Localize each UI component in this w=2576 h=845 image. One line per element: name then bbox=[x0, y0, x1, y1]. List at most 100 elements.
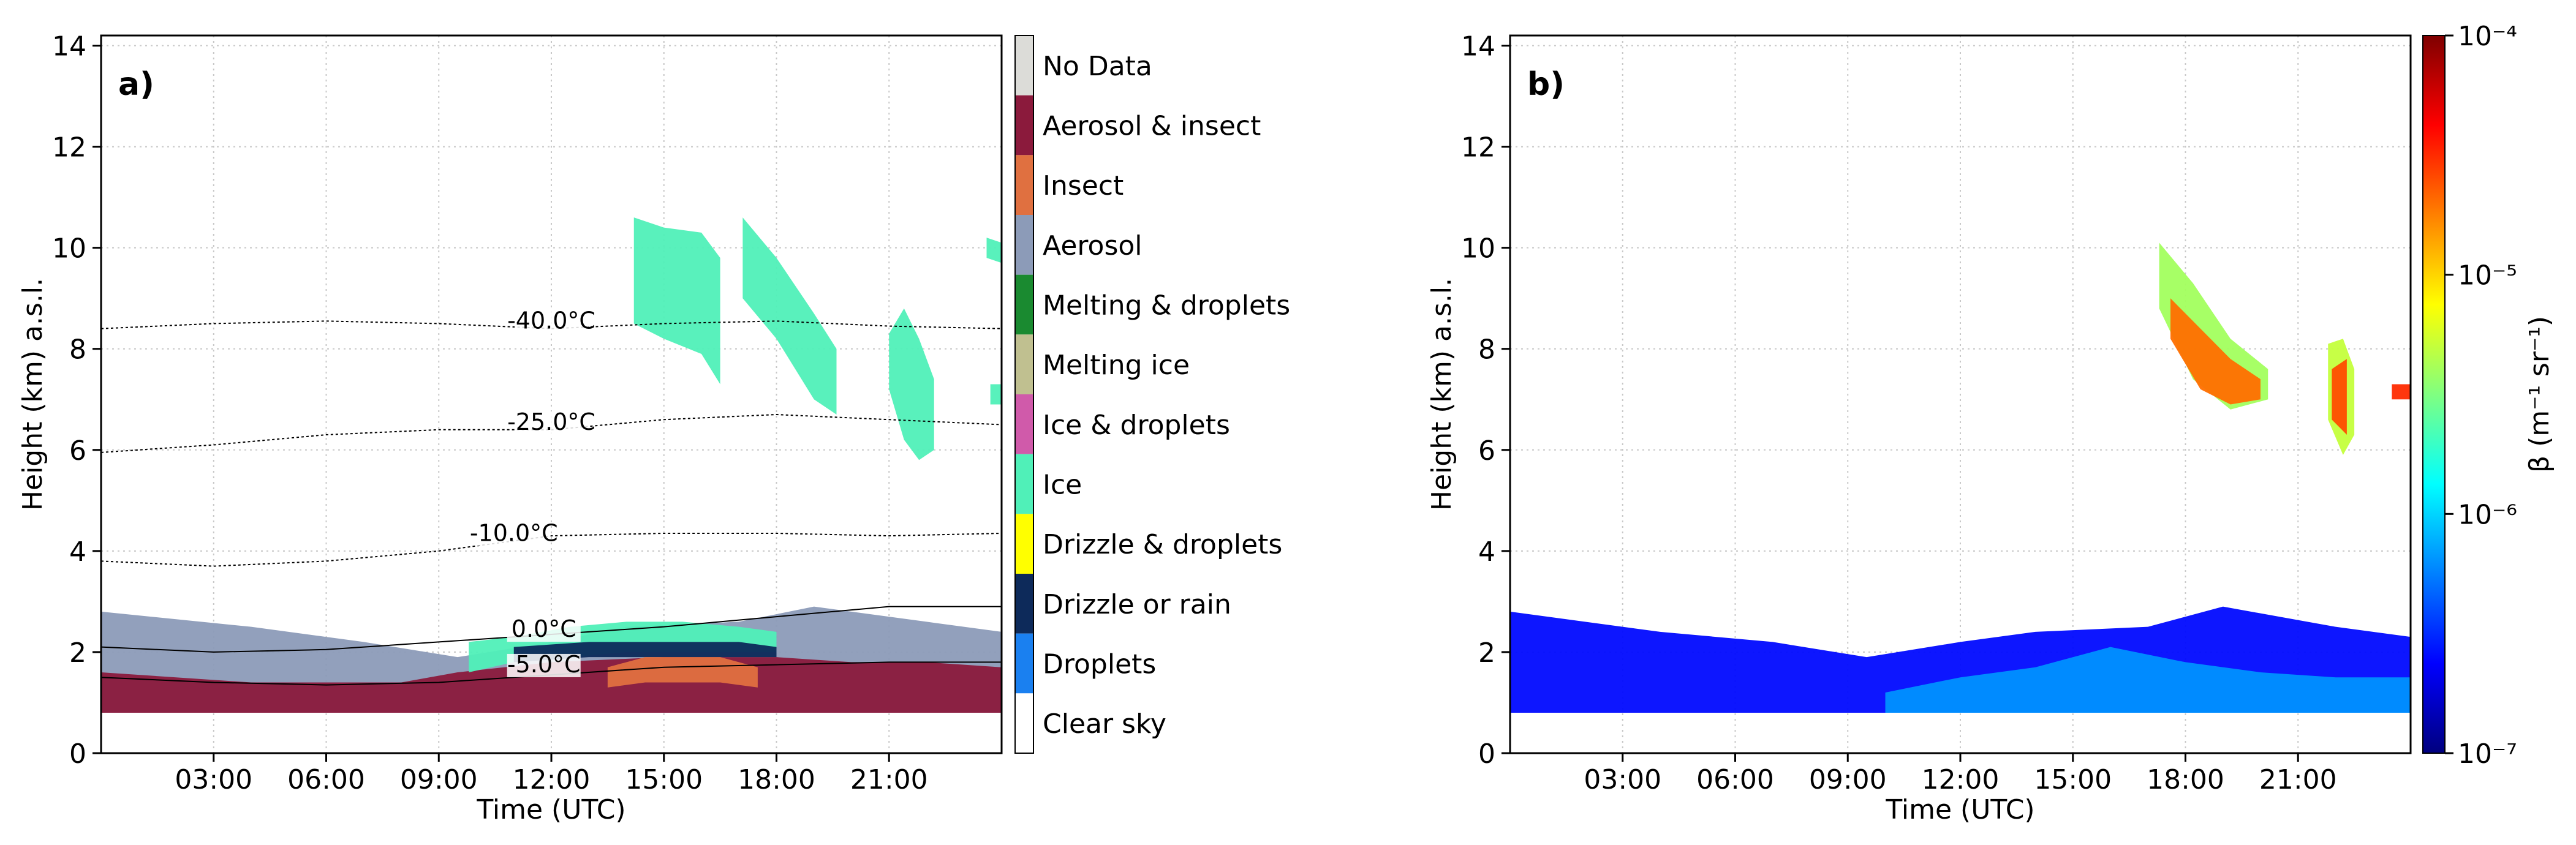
legend-swatch bbox=[1015, 693, 1033, 753]
x-tick-label: 03:00 bbox=[1584, 764, 1661, 795]
y-tick-label: 0 bbox=[69, 738, 86, 770]
panel-a-label: a) bbox=[118, 66, 154, 103]
x-tick-label: 15:00 bbox=[2034, 764, 2112, 795]
contour-label-background bbox=[515, 411, 588, 435]
legend-label: Aerosol & insect bbox=[1043, 111, 1261, 142]
y-tick-label: 12 bbox=[1461, 132, 1495, 163]
x-tick-label: 12:00 bbox=[1922, 764, 2000, 795]
data-region bbox=[889, 308, 934, 460]
panel-b-data-regions bbox=[1510, 242, 2411, 713]
y-tick-label: 14 bbox=[1461, 31, 1495, 62]
x-tick-label: 03:00 bbox=[175, 764, 252, 795]
y-tick-label: 6 bbox=[1478, 435, 1495, 467]
x-tick-label: 06:00 bbox=[1696, 764, 1774, 795]
y-tick-label: 4 bbox=[69, 536, 86, 568]
panel-a-x-ticks: 03:00 06:00 09:00 12:00 15:00 18:00 21:00 bbox=[175, 753, 928, 795]
panel-b-label: b) bbox=[1527, 66, 1565, 103]
legend-label: Drizzle or rain bbox=[1043, 589, 1231, 620]
legend-swatch bbox=[1015, 36, 1033, 96]
x-tick-label: 15:00 bbox=[625, 764, 703, 795]
panel-a-y-axis-label: Height (km) a.s.l. bbox=[17, 278, 48, 511]
y-tick-label: 12 bbox=[52, 132, 86, 163]
colorbar-tick-label: 10⁻⁵ bbox=[2458, 260, 2517, 291]
colorbar-tick-label: 10⁻⁴ bbox=[2458, 21, 2517, 52]
panel-b-x-axis-label: Time (UTC) bbox=[1885, 794, 2034, 825]
panel-b-colorbar: 10⁻⁴ 10⁻⁵ 10⁻⁶ 10⁻⁷ β (m⁻¹ sr⁻¹) bbox=[2422, 21, 2555, 770]
legend-label: Ice bbox=[1043, 470, 1082, 501]
panel-b-backscatter: 03:00 06:00 09:00 12:00 15:00 18:00 21:00 0 2 4 6… bbox=[1426, 21, 2555, 825]
legend-label: Melting ice bbox=[1043, 350, 1190, 381]
x-tick-label: 06:00 bbox=[287, 764, 365, 795]
contour-label: -10.0°C bbox=[470, 519, 558, 546]
panel-b-x-ticks: 03:00 06:00 09:00 12:00 15:00 18:00 21:00 bbox=[1584, 753, 2337, 795]
data-region bbox=[607, 657, 758, 688]
x-tick-label: 18:00 bbox=[2147, 764, 2224, 795]
colorbar-ticks: 10⁻⁴ 10⁻⁵ 10⁻⁶ 10⁻⁷ bbox=[2445, 21, 2517, 770]
x-tick-label: 21:00 bbox=[850, 764, 928, 795]
data-region bbox=[742, 217, 837, 415]
panel-a-temperature-contours: -40.0°C -25.0°C -10.0°C 0.0°C -5.0°C bbox=[101, 307, 1002, 686]
contour-label: 0.0°C bbox=[512, 615, 576, 642]
data-region bbox=[986, 238, 1002, 263]
legend-label: Droplets bbox=[1043, 649, 1156, 680]
y-tick-label: 8 bbox=[69, 334, 86, 366]
legend-label: Melting & droplets bbox=[1043, 290, 1290, 321]
x-tick-label: 12:00 bbox=[513, 764, 591, 795]
data-region bbox=[101, 657, 1002, 713]
legend-swatch bbox=[1015, 454, 1033, 514]
legend-label: Aerosol bbox=[1043, 230, 1143, 261]
colorbar-tick-label: 10⁻⁶ bbox=[2458, 499, 2517, 530]
temperature-contour-line bbox=[101, 320, 1002, 329]
panel-b-y-ticks: 0 2 4 6 8 10 12 14 bbox=[1461, 31, 1510, 770]
panel-a-y-ticks: 0 2 4 6 8 10 12 14 bbox=[52, 31, 101, 770]
data-region bbox=[1885, 647, 2411, 713]
legend-swatch bbox=[1015, 334, 1033, 394]
data-region bbox=[633, 217, 720, 385]
y-tick-label: 10 bbox=[52, 233, 86, 265]
y-tick-label: 14 bbox=[52, 31, 86, 62]
contour-label-background bbox=[507, 653, 581, 677]
legend-swatch bbox=[1015, 155, 1033, 215]
y-tick-label: 0 bbox=[1478, 738, 1495, 770]
colorbar-tick-label: 10⁻⁷ bbox=[2458, 738, 2517, 770]
y-tick-label: 10 bbox=[1461, 233, 1495, 265]
temperature-contour-line bbox=[101, 532, 1002, 567]
legend-label: Insect bbox=[1043, 170, 1124, 201]
panel-a-classification: -40.0°C-25.0°C-10.0°C0.0°C-5.0°C 03:00 06… bbox=[17, 31, 1290, 825]
legend-label: Clear sky bbox=[1043, 708, 1166, 740]
legend-frame bbox=[1014, 35, 1034, 754]
legend-swatch bbox=[1015, 574, 1033, 634]
legend-label: Drizzle & droplets bbox=[1043, 529, 1282, 560]
contour-label-background bbox=[515, 310, 588, 334]
panel-a-x-axis-label: Time (UTC) bbox=[476, 794, 625, 825]
legend-swatch bbox=[1015, 215, 1033, 275]
legend-swatch bbox=[1015, 633, 1033, 694]
data-region bbox=[990, 384, 1002, 405]
data-region bbox=[2332, 359, 2347, 435]
legend-label: No Data bbox=[1043, 51, 1152, 82]
x-tick-label: 09:00 bbox=[400, 764, 478, 795]
data-region bbox=[2392, 384, 2411, 400]
colorbar-gradient bbox=[2422, 35, 2446, 754]
legend-label: Ice & droplets bbox=[1043, 410, 1230, 441]
x-tick-label: 09:00 bbox=[1809, 764, 1887, 795]
y-tick-label: 6 bbox=[69, 435, 86, 467]
legend-swatch bbox=[1015, 394, 1033, 454]
legend-swatch bbox=[1015, 95, 1033, 156]
panel-a-category-legend: No Data Aerosol & insect Insect Aerosol Melt… bbox=[1014, 35, 1290, 754]
y-tick-label: 2 bbox=[69, 637, 86, 669]
y-tick-label: 4 bbox=[1478, 536, 1495, 568]
panel-b-grid bbox=[1510, 36, 2411, 754]
contour-label-background bbox=[507, 618, 581, 642]
contour-label: -5.0°C bbox=[507, 651, 581, 678]
contour-label: -25.0°C bbox=[507, 408, 595, 435]
x-tick-label: 21:00 bbox=[2259, 764, 2337, 795]
contour-label-background bbox=[477, 522, 551, 546]
panel-b-y-axis-label: Height (km) a.s.l. bbox=[1426, 278, 1457, 511]
y-tick-label: 8 bbox=[1478, 334, 1495, 366]
contour-label: -40.0°C bbox=[507, 307, 595, 334]
x-tick-label: 18:00 bbox=[738, 764, 815, 795]
legend-swatch bbox=[1015, 514, 1033, 574]
colorbar-label: β (m⁻¹ sr⁻¹) bbox=[2524, 316, 2555, 473]
